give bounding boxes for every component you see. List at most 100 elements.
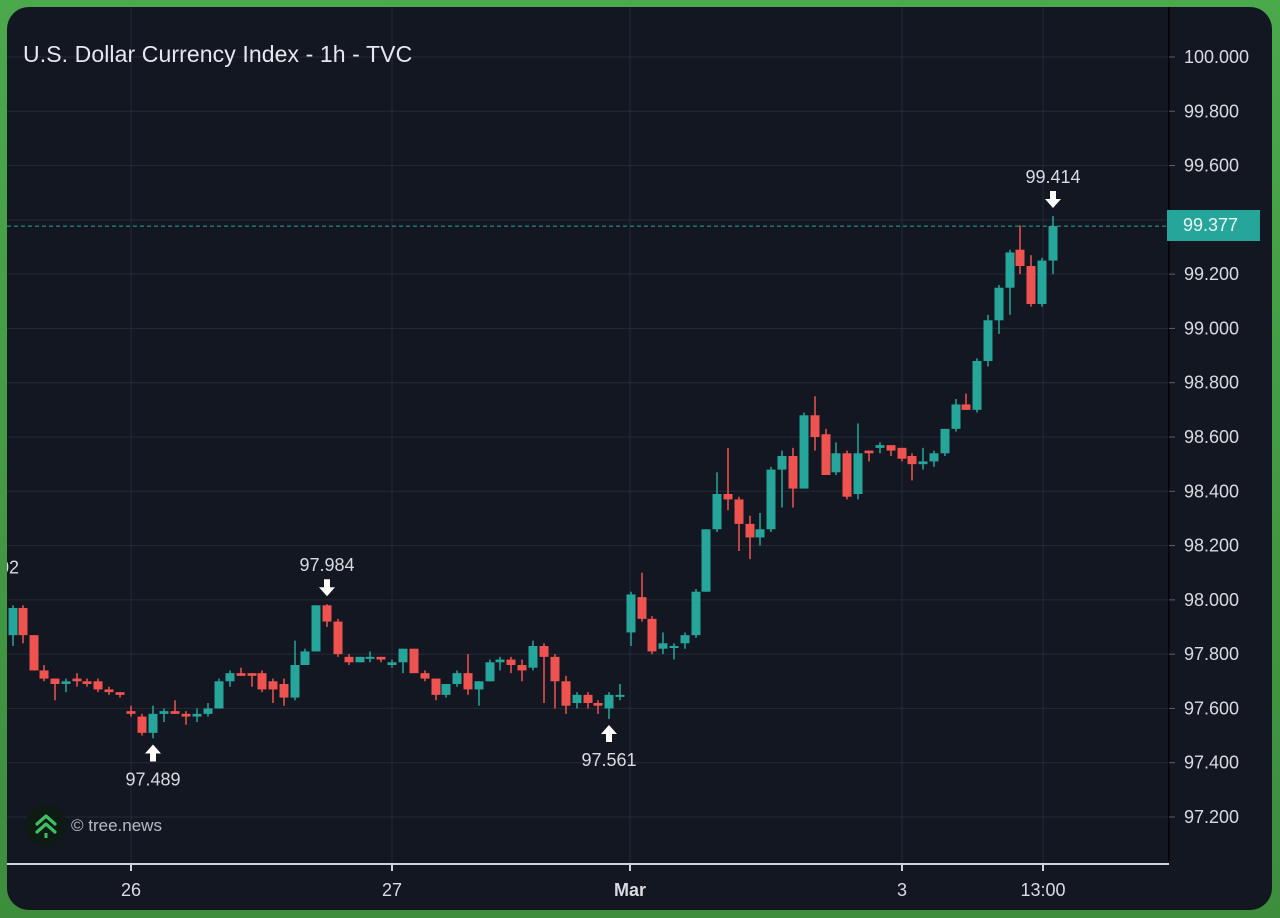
candle-body [669,646,679,649]
candle-body [214,681,224,709]
candle-body [8,608,18,636]
price-axis-label: 99.600 [1184,156,1239,176]
candle-body [918,461,928,465]
candle-body [1015,249,1025,267]
candle-body [387,662,397,666]
chart-frame: 100.00099.80099.60099.40099.20099.00098.… [7,7,1272,910]
candle-body [528,646,538,668]
candle-body [1048,226,1058,261]
candle-body [961,404,971,410]
candle-body [485,662,495,682]
candle-body [344,656,354,663]
candle-body [983,320,993,362]
candlestick-chart[interactable]: 100.00099.80099.60099.40099.20099.00098.… [7,7,1272,910]
candle-body [376,656,386,660]
candle-body [940,428,950,454]
candle-body [236,673,246,676]
time-axis-label: 3 [897,880,907,900]
candle-body [615,694,625,697]
candle-body [452,673,462,685]
candle-body [247,673,257,676]
tree-logo-icon [25,805,67,847]
candle-body [126,711,136,714]
candle-body [322,605,332,622]
arrow-up-icon [145,744,161,762]
price-axis-label: 98.000 [1184,590,1239,610]
candle-body [409,648,419,674]
candle-body [431,678,441,695]
price-axis-label: 98.400 [1184,481,1239,501]
candle-body [821,434,831,476]
watermark: © tree.news [25,805,162,847]
candle-body [853,453,863,495]
candle-body [907,456,917,465]
chart-title: U.S. Dollar Currency Index - 1h - TVC [23,41,413,67]
candle-body [766,469,776,530]
candle-body [29,635,39,671]
candle-body [637,597,647,619]
annotation-label: 99.414 [1025,167,1080,187]
candle-body [18,608,28,636]
candle-body [82,681,92,685]
candle-body [788,456,798,489]
candle-body [1037,260,1047,305]
time-axis-label: 27 [382,880,402,900]
candle-body [300,651,310,666]
candle-body [799,415,809,489]
candle-body [420,673,430,679]
candle-body [148,713,158,733]
annotation-label: 97.489 [125,770,180,790]
candle-body [810,415,820,438]
candle-body [72,678,82,682]
candle-body [93,681,103,690]
candle-body [311,605,321,652]
candle-body [539,646,549,657]
time-axis-label: Mar [614,880,646,900]
annotation-label: 02 [7,557,19,577]
candle-body [159,711,169,714]
candle-body [561,681,571,706]
candle-body [897,447,907,459]
candle-body [495,659,505,663]
price-axis-label: 97.600 [1184,698,1239,718]
candle-body [842,453,852,497]
candle-body [994,287,1004,321]
current-price-badge: 99.377 [1167,210,1260,241]
candle-body [864,450,874,454]
candle-body [181,713,191,717]
price-axis-label: 97.200 [1184,807,1239,827]
candle-body [474,681,484,690]
arrow-down-icon [319,579,335,597]
candle-body [441,684,451,695]
candle-body [50,678,60,685]
candle-body [257,673,267,690]
candle-body [777,456,787,470]
price-axis-label: 97.800 [1184,644,1239,664]
candle-body [355,656,365,663]
candle-body [104,689,114,693]
candle-body [115,692,125,695]
arrow-up-icon [601,725,617,743]
candle-body [583,694,593,704]
price-axis-label: 99.200 [1184,264,1239,284]
candle-body [593,703,603,706]
price-axis-label: 97.400 [1184,753,1239,773]
price-axis-label: 98.200 [1184,536,1239,556]
candle-body [550,656,560,682]
candle-body [951,404,961,429]
price-axis-label: 99.800 [1184,101,1239,121]
candle-body [691,591,701,636]
candle-body [170,711,180,714]
candle-body [680,635,690,644]
candle-body [1005,252,1015,288]
annotation-label: 97.984 [299,555,354,575]
candle-body [701,529,711,592]
candle-body [290,665,300,698]
watermark-text: © tree.news [71,816,162,835]
candle-body [647,618,657,652]
candle-body [875,445,885,448]
candle-body [398,648,408,663]
candle-body [886,445,896,451]
candle-body [506,659,516,666]
candle-body [279,684,289,698]
